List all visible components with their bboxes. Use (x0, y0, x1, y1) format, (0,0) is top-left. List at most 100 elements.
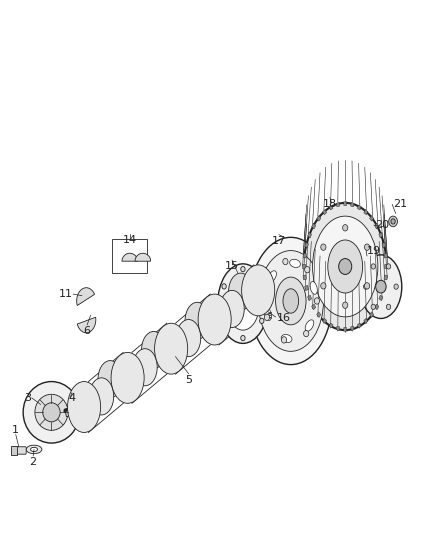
Circle shape (343, 224, 348, 231)
Polygon shape (374, 304, 379, 310)
Polygon shape (385, 264, 388, 269)
Bar (11, 446, 17, 455)
Polygon shape (336, 326, 340, 330)
Polygon shape (307, 232, 311, 238)
Ellipse shape (218, 264, 268, 343)
Ellipse shape (35, 394, 68, 430)
Polygon shape (303, 275, 307, 280)
Circle shape (371, 304, 375, 310)
Text: 20: 20 (375, 220, 389, 230)
Text: 16: 16 (276, 313, 290, 323)
Polygon shape (379, 232, 383, 238)
Circle shape (391, 219, 395, 224)
Ellipse shape (26, 445, 42, 454)
Ellipse shape (31, 447, 38, 451)
Ellipse shape (89, 378, 114, 415)
Polygon shape (303, 253, 307, 258)
Polygon shape (384, 253, 388, 258)
Circle shape (389, 216, 397, 227)
Polygon shape (77, 317, 96, 333)
Circle shape (376, 280, 386, 293)
Circle shape (364, 244, 370, 251)
Circle shape (241, 266, 245, 272)
Polygon shape (311, 304, 316, 310)
Ellipse shape (177, 319, 201, 357)
Polygon shape (329, 323, 333, 328)
Circle shape (386, 264, 391, 269)
Polygon shape (323, 209, 327, 215)
Circle shape (386, 304, 391, 310)
Text: 2: 2 (30, 457, 37, 467)
Ellipse shape (250, 237, 332, 365)
Circle shape (339, 259, 352, 274)
Polygon shape (329, 205, 333, 210)
Polygon shape (344, 327, 347, 331)
FancyBboxPatch shape (14, 447, 26, 454)
Ellipse shape (304, 203, 387, 330)
Polygon shape (374, 223, 379, 229)
Ellipse shape (328, 240, 363, 293)
Circle shape (260, 318, 264, 324)
Polygon shape (336, 203, 340, 207)
Ellipse shape (185, 302, 209, 340)
Polygon shape (303, 264, 306, 269)
Ellipse shape (258, 251, 323, 351)
Ellipse shape (111, 352, 144, 403)
Circle shape (222, 284, 226, 289)
Polygon shape (77, 288, 95, 305)
Polygon shape (305, 243, 308, 248)
Ellipse shape (276, 277, 306, 325)
Polygon shape (364, 209, 368, 215)
Polygon shape (364, 318, 368, 324)
Text: 5: 5 (185, 375, 192, 385)
Text: 18: 18 (323, 199, 337, 208)
Polygon shape (317, 312, 321, 318)
Ellipse shape (229, 273, 253, 310)
Polygon shape (317, 215, 321, 221)
Ellipse shape (283, 289, 299, 313)
Ellipse shape (198, 294, 231, 345)
Circle shape (314, 298, 320, 304)
Polygon shape (357, 205, 361, 210)
Polygon shape (307, 295, 311, 301)
Polygon shape (122, 253, 138, 261)
Ellipse shape (23, 382, 80, 443)
Polygon shape (370, 215, 374, 221)
Polygon shape (135, 253, 151, 261)
Text: 15: 15 (225, 261, 239, 271)
Bar (65, 410, 71, 417)
Circle shape (364, 284, 368, 289)
Ellipse shape (290, 259, 300, 268)
Circle shape (321, 282, 326, 289)
Ellipse shape (242, 265, 275, 316)
Bar (113, 239, 147, 273)
Text: 6: 6 (84, 326, 91, 336)
Ellipse shape (220, 290, 244, 327)
Ellipse shape (268, 271, 276, 282)
Polygon shape (351, 203, 354, 207)
Circle shape (241, 335, 245, 341)
Text: 21: 21 (393, 199, 407, 209)
Polygon shape (323, 318, 327, 324)
Text: 14: 14 (123, 235, 137, 245)
Ellipse shape (43, 403, 60, 422)
Polygon shape (382, 285, 386, 290)
Ellipse shape (155, 323, 187, 374)
Circle shape (265, 279, 270, 286)
Polygon shape (382, 243, 386, 248)
Circle shape (371, 264, 375, 269)
Ellipse shape (133, 349, 157, 386)
Polygon shape (384, 275, 388, 280)
Circle shape (321, 244, 326, 251)
Text: 17: 17 (272, 236, 286, 246)
Ellipse shape (67, 382, 101, 432)
Polygon shape (357, 323, 361, 328)
Polygon shape (311, 223, 316, 229)
Ellipse shape (141, 332, 166, 368)
Text: 11: 11 (58, 289, 72, 299)
Ellipse shape (305, 320, 314, 331)
Polygon shape (379, 295, 383, 301)
Polygon shape (351, 326, 354, 330)
Circle shape (282, 337, 286, 343)
Ellipse shape (310, 281, 317, 294)
